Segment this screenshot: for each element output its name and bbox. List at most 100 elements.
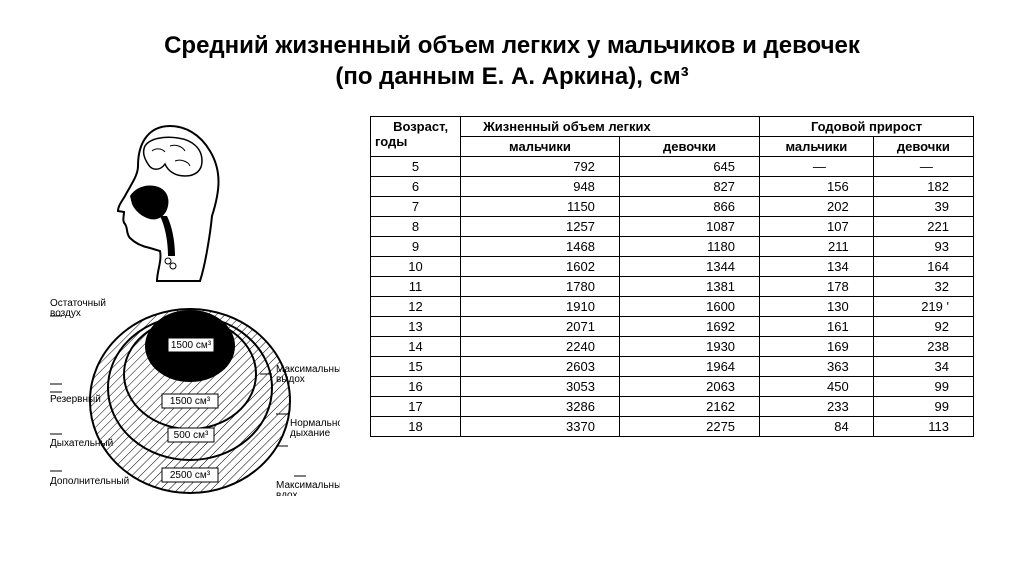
table-cell: 164 — [873, 257, 973, 277]
table-cell: 221 — [873, 217, 973, 237]
vol-500: 500 см³ — [174, 430, 209, 441]
label-max-exhale: Максимальный выдох — [276, 364, 340, 385]
table-cell: 1602 — [461, 257, 620, 277]
table-body: 5792645——6948827156182711508662023981257… — [371, 157, 974, 437]
title-line-2: (по данным Е. А. Аркина), см³ — [335, 63, 688, 90]
table-cell: 34 — [873, 357, 973, 377]
table-cell: 238 — [873, 337, 973, 357]
table-cell: 10 — [371, 257, 461, 277]
table-row: 173286216223399 — [371, 397, 974, 417]
lung-diagram: 1500 см³ 1500 см³ 500 см³ 2500 см³ Остат… — [50, 116, 340, 501]
table-cell: 18 — [371, 417, 461, 437]
col-vital-girls: девочки — [619, 137, 759, 157]
table-row: 5792645—— — [371, 157, 974, 177]
label-max-inhale: Максимальный вдох — [276, 480, 340, 496]
table-cell: 93 — [873, 237, 973, 257]
table-cell: 17 — [371, 397, 461, 417]
table-row: 183370227584113 — [371, 417, 974, 437]
col-vital: Жизненный объем легких — [461, 117, 760, 137]
table-cell: 792 — [461, 157, 620, 177]
table-cell: 14 — [371, 337, 461, 357]
col-growth-boys: мальчики — [760, 137, 874, 157]
table-cell: 8 — [371, 217, 461, 237]
table-row: 111780138117832 — [371, 277, 974, 297]
col-vital-boys: мальчики — [461, 137, 620, 157]
table-cell: 1150 — [461, 197, 620, 217]
table-cell: 39 — [873, 197, 973, 217]
table-cell: 1600 — [619, 297, 759, 317]
table-cell: — — [873, 157, 973, 177]
table-cell: 1468 — [461, 237, 620, 257]
table-cell: 1780 — [461, 277, 620, 297]
table-cell: 1344 — [619, 257, 759, 277]
table-cell: 1257 — [461, 217, 620, 237]
table-cell: 9 — [371, 237, 461, 257]
table-cell: 178 — [760, 277, 874, 297]
table-cell: 2240 — [461, 337, 620, 357]
table-cell: 866 — [619, 197, 759, 217]
table-row: 7115086620239 — [371, 197, 974, 217]
label-additional: Дополнительный — [50, 476, 129, 487]
table-cell: 363 — [760, 357, 874, 377]
table-row: 1219101600130219 ' — [371, 297, 974, 317]
table-cell: 92 — [873, 317, 973, 337]
vital-capacity-table: Возраст, годы Жизненный объем легких Год… — [370, 116, 974, 437]
table-row: 132071169216192 — [371, 317, 974, 337]
age-label: Возраст, — [393, 119, 448, 134]
table-cell: 211 — [760, 237, 874, 257]
table-cell: 202 — [760, 197, 874, 217]
vol-1500a: 1500 см³ — [171, 340, 212, 351]
table-cell: 2162 — [619, 397, 759, 417]
table-row: 1016021344134164 — [371, 257, 974, 277]
vol-1500b: 1500 см³ — [170, 396, 211, 407]
table-row: 1422401930169238 — [371, 337, 974, 357]
table-cell: 130 — [760, 297, 874, 317]
table-cell: 2063 — [619, 377, 759, 397]
table-header-row-2: мальчики девочки мальчики девочки — [371, 137, 974, 157]
table-cell: 3370 — [461, 417, 620, 437]
title-line-1: Средний жизненный объем легких у мальчик… — [164, 32, 860, 59]
table-cell: 1930 — [619, 337, 759, 357]
label-tidal: Дыхательный — [50, 438, 113, 449]
table-cell: 182 — [873, 177, 973, 197]
label-residual: Остаточный воздух — [50, 298, 109, 319]
table-cell: 16 — [371, 377, 461, 397]
table-cell: 2603 — [461, 357, 620, 377]
table-cell: 1087 — [619, 217, 759, 237]
table-cell: 156 — [760, 177, 874, 197]
table-cell: 2071 — [461, 317, 620, 337]
table-cell: 3053 — [461, 377, 620, 397]
table-cell: 219 ' — [873, 297, 973, 317]
table-cell: 233 — [760, 397, 874, 417]
page-title: Средний жизненный объем легких у мальчик… — [50, 30, 974, 92]
table-cell: 7 — [371, 197, 461, 217]
table-header-row-1: Возраст, годы Жизненный объем легких Год… — [371, 117, 974, 137]
table-cell: 161 — [760, 317, 874, 337]
table-cell: 107 — [760, 217, 874, 237]
label-normal: Нормальное дыхание — [290, 418, 340, 439]
table-cell: 99 — [873, 377, 973, 397]
table-cell: 948 — [461, 177, 620, 197]
table-cell: — — [760, 157, 874, 177]
label-reserve: Резервный — [50, 394, 101, 405]
table-cell: 3286 — [461, 397, 620, 417]
table-cell: 1180 — [619, 237, 759, 257]
table-cell: 32 — [873, 277, 973, 297]
table-cell: 827 — [619, 177, 759, 197]
table-cell: 1910 — [461, 297, 620, 317]
table-cell: 6 — [371, 177, 461, 197]
table-cell: 113 — [873, 417, 973, 437]
table-row: 91468118021193 — [371, 237, 974, 257]
table-cell: 1381 — [619, 277, 759, 297]
table-cell: 12 — [371, 297, 461, 317]
table-cell: 84 — [760, 417, 874, 437]
age-years: годы — [375, 134, 407, 149]
table-row: 6948827156182 — [371, 177, 974, 197]
table-cell: 1692 — [619, 317, 759, 337]
table-cell: 169 — [760, 337, 874, 357]
table-cell: 2275 — [619, 417, 759, 437]
table-cell: 134 — [760, 257, 874, 277]
table-cell: 5 — [371, 157, 461, 177]
col-growth: Годовой прирост — [760, 117, 974, 137]
table-cell: 450 — [760, 377, 874, 397]
